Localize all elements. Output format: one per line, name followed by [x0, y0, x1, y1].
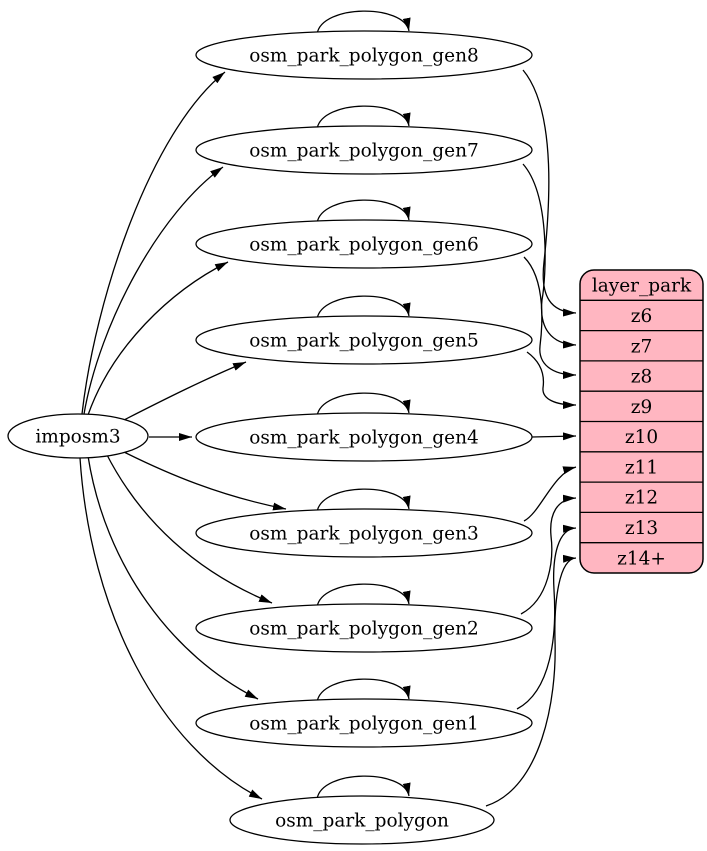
self-loop-gen3 — [316, 488, 411, 513]
self-loop-gen8 — [316, 10, 411, 35]
node-imposm3: imposm3 — [7, 413, 149, 459]
self-loop-gen6 — [316, 199, 411, 224]
edge-imposm3-to-gen7 — [83, 166, 224, 415]
edge-gen7-to-z7 — [522, 163, 577, 349]
edge-imposm3-to-gen2 — [105, 452, 273, 604]
gen1-ellipse — [195, 698, 533, 748]
gen2-ellipse — [195, 603, 533, 653]
gen6-ellipse — [195, 219, 533, 269]
edge-gen8-to-z6 — [522, 69, 577, 317]
polygon-ellipse — [229, 795, 495, 845]
node-osm-park-polygon-gen8: osm_park_polygon_gen8 — [195, 30, 533, 80]
layer-row-z7: z7 — [631, 336, 653, 357]
edge-gen5-to-z9 — [526, 351, 577, 409]
node-osm-park-polygon-gen4: osm_park_polygon_gen4 — [195, 412, 533, 462]
edges-from-source — [79, 71, 287, 800]
self-loop-gen5 — [316, 295, 411, 320]
edge-imposm3-to-gen6 — [87, 261, 229, 416]
self-loop-edges — [316, 10, 411, 800]
edge-imposm3-to-gen5 — [119, 361, 247, 423]
edge-imposm3-to-gen1 — [87, 455, 259, 700]
node-osm-park-polygon-gen5: osm_park_polygon_gen5 — [195, 315, 533, 365]
layer-park-table: layer_park z6 z7 z8 z9 z10 z11 z12 z13 z… — [579, 269, 704, 574]
layer-row-z12: z12 — [625, 488, 658, 509]
layer-row-z9: z9 — [631, 397, 653, 418]
layer-row-z14: z14+ — [617, 548, 666, 569]
imposm3-label: imposm3 — [35, 427, 120, 448]
gen6-label: osm_park_polygon_gen6 — [249, 235, 479, 256]
imposm3-ellipse — [7, 413, 149, 459]
gen2-label: osm_park_polygon_gen2 — [249, 619, 479, 640]
gen3-label: osm_park_polygon_gen3 — [249, 524, 479, 545]
edge-imposm3-to-gen8 — [81, 71, 226, 415]
edge-gen3-to-z11 — [523, 466, 577, 522]
gen5-ellipse — [195, 315, 533, 365]
node-osm-park-polygon-gen3: osm_park_polygon_gen3 — [195, 508, 533, 558]
gen8-ellipse — [195, 30, 533, 80]
gen4-label: osm_park_polygon_gen4 — [249, 428, 479, 449]
edge-gen4-to-z10 — [531, 432, 577, 441]
self-loop-gen4 — [316, 392, 411, 417]
layer-row-z11: z11 — [625, 458, 658, 479]
self-loop-gen1 — [316, 678, 411, 703]
edge-polygon-to-z14 — [485, 554, 577, 807]
edge-imposm3-to-gen3 — [121, 450, 287, 511]
layer-row-z6: z6 — [631, 306, 653, 327]
gen1-label: osm_park_polygon_gen1 — [249, 714, 479, 735]
edge-gen1-to-z13 — [516, 524, 577, 710]
self-loop-gen2 — [316, 583, 411, 608]
node-osm-park-polygon-gen2: osm_park_polygon_gen2 — [195, 603, 533, 653]
polygon-label: osm_park_polygon — [275, 811, 449, 832]
gen7-label: osm_park_polygon_gen7 — [249, 141, 479, 162]
layer-row-z13: z13 — [625, 518, 658, 539]
self-loop-gen7 — [316, 105, 411, 130]
node-osm-park-polygon: osm_park_polygon — [229, 795, 495, 845]
gen4-ellipse — [195, 412, 533, 462]
layer-row-z10: z10 — [625, 427, 658, 448]
gen5-label: osm_park_polygon_gen5 — [249, 331, 479, 352]
node-osm-park-polygon-gen1: osm_park_polygon_gen1 — [195, 698, 533, 748]
self-loop-polygon — [316, 775, 411, 800]
node-osm-park-polygon-gen6: osm_park_polygon_gen6 — [195, 219, 533, 269]
layer-row-z8: z8 — [631, 367, 653, 388]
edge-gen2-to-z12 — [520, 494, 577, 615]
gen7-ellipse — [195, 125, 533, 175]
edges-to-layer — [485, 69, 577, 807]
layer-park-title: layer_park — [592, 276, 692, 297]
gen8-label: osm_park_polygon_gen8 — [249, 46, 479, 67]
edge-imposm3-to-polygon — [79, 457, 263, 800]
node-osm-park-polygon-gen7: osm_park_polygon_gen7 — [195, 125, 533, 175]
gen3-ellipse — [195, 508, 533, 558]
edge-gen6-to-z8 — [523, 256, 577, 379]
